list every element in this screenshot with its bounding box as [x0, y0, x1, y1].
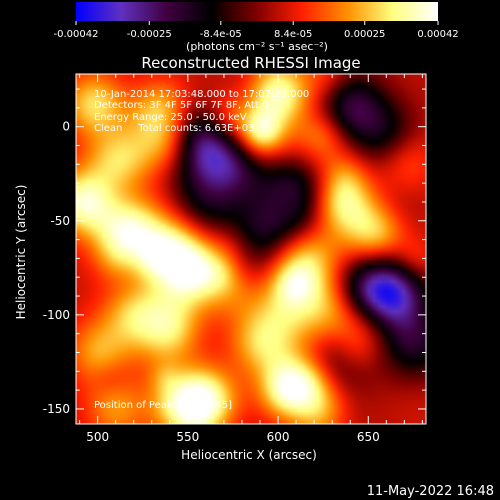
plot-frame — [75, 73, 427, 425]
axis-ticks: 500 550 600 650 0 -50 -100 -150 — [43, 74, 426, 444]
colorbar-tick-label: -0.00025 — [127, 29, 172, 40]
annotation-clean: Clean Total counts: 6.63E+03 — [94, 123, 254, 134]
x-tick-label: 600 — [267, 430, 290, 444]
colorbar — [76, 2, 438, 21]
colorbar-tick-label: 0.00042 — [417, 29, 458, 40]
annotation-energy: Energy Range: 25.0 - 50.0 keV — [94, 112, 247, 123]
x-tick-label: 550 — [176, 430, 199, 444]
colorbar-ticks: -0.00042 -0.00025 -8.4e-05 8.4e-05 0.00025 0.… — [54, 21, 459, 40]
y-tick-label: -100 — [43, 308, 70, 322]
annotation-detectors: Detectors: 3F 4F 5F 6F 7F 8F, Att 0 — [94, 100, 268, 111]
annotation-time: 10-Jan-2014 17:03:48.000 to 17:07:20.000 — [94, 89, 309, 100]
colorbar-tick-label: -8.4e-05 — [200, 29, 242, 40]
colorbar-tick-label: -0.00042 — [54, 29, 99, 40]
colorbar-tick-label: 8.4e-05 — [274, 29, 312, 40]
y-tick-label: -150 — [43, 402, 70, 416]
y-axis-label: Heliocentric Y (arcsec) — [14, 185, 28, 320]
peak-position-label: Position of Peak: [563,-145] — [94, 400, 232, 411]
y-tick-label: -50 — [50, 214, 70, 228]
y-tick-label: 0 — [62, 120, 70, 134]
colorbar-tick-label: 0.00025 — [344, 29, 385, 40]
chart-title: Reconstructed RHESSI Image — [141, 54, 360, 72]
x-axis-label: Heliocentric X (arcsec) — [181, 448, 317, 462]
x-tick-label: 500 — [86, 430, 109, 444]
heatmap-image — [76, 74, 426, 424]
x-tick-label: 650 — [357, 430, 380, 444]
footer-date: 11-May-2022 16:48 — [367, 484, 494, 499]
colorbar-unit-label: (photons cm⁻² s⁻¹ asec⁻²) — [186, 40, 328, 53]
